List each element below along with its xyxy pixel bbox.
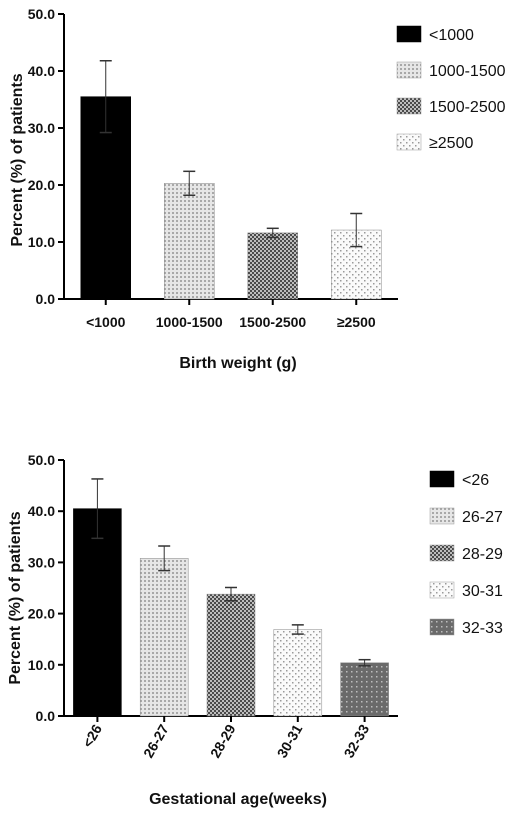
y-axis-label: Percent (%) of patients: [9, 73, 26, 246]
gestational-age-chart: 0.0 10.0 20.0 30.0 40.0 50.0 <26 26-27 28-29 30-3…: [7, 452, 503, 808]
y-tick-label: 30.0: [28, 554, 55, 570]
x-tick-label: 1000-1500: [156, 314, 223, 330]
legend-swatch: [429, 618, 455, 636]
y-tick-label: 20.0: [28, 177, 55, 193]
plot-area: 0.0 10.0 20.0 30.0 40.0 50.0 <26 26-27 28-29 30-3…: [28, 452, 398, 761]
legend-swatch: [429, 507, 455, 525]
legend-swatch: [429, 544, 455, 562]
y-tick-label: 10.0: [28, 234, 55, 250]
bar: [247, 232, 298, 300]
bar: [139, 558, 189, 717]
y-tick-label: 0.0: [36, 291, 56, 307]
x-tick-label: 32-33: [340, 721, 372, 760]
legend-swatch: [396, 25, 422, 43]
x-axis-label: Gestational age(weeks): [149, 791, 327, 808]
legend-label: 26-27: [462, 509, 503, 526]
legend-swatch: [429, 581, 455, 599]
y-axis-label: Percent (%) of patients: [7, 511, 24, 684]
x-tick-label: <1000: [86, 314, 126, 330]
x-axis-label: Birth weight (g): [179, 355, 296, 372]
legend-label: ≥2500: [429, 135, 473, 152]
y-tick-label: 40.0: [28, 63, 55, 79]
y-tick-label: 30.0: [28, 120, 55, 136]
bar: [164, 183, 215, 300]
x-tick-label: 28-29: [207, 721, 239, 760]
y-tick-label: 20.0: [28, 606, 55, 622]
bar: [340, 662, 389, 717]
x-tick-label: 1500-2500: [239, 314, 306, 330]
legend-swatch: [396, 97, 422, 115]
y-tick-label: 0.0: [36, 708, 56, 724]
legend-label: 32-33: [462, 620, 503, 637]
legend-label: 1500-2500: [429, 99, 506, 116]
legend-swatch: [396, 133, 422, 151]
legend-label: <1000: [429, 27, 474, 44]
bar: [273, 629, 323, 717]
x-tick-label: ≥2500: [337, 314, 376, 330]
y-tick-label: 50.0: [28, 452, 55, 468]
birth-weight-chart: 0.0 10.0 20.0 30.0 40.0 50.0 <1000 1000-1500 150…: [9, 6, 506, 372]
legend-label: 30-31: [462, 583, 503, 600]
legend-label: 1000-1500: [429, 63, 506, 80]
y-tick-label: 50.0: [28, 6, 55, 22]
bar: [206, 593, 256, 717]
legend: <1000 1000-1500 1500-2500 ≥2500: [396, 25, 506, 152]
plot-area: 0.0 10.0 20.0 30.0 40.0 50.0 <1000 1000-1500 150…: [28, 6, 398, 330]
y-tick-label: 10.0: [28, 657, 55, 673]
legend-label: 28-29: [462, 546, 503, 563]
legend-swatch: [396, 61, 422, 79]
y-tick-label: 40.0: [28, 503, 55, 519]
legend-label: <26: [462, 472, 489, 489]
x-tick-label: 30-31: [274, 721, 306, 760]
bar: [73, 508, 122, 717]
legend: <26 26-27 28-29 30-31 32-33: [429, 470, 503, 637]
legend-swatch: [429, 470, 455, 488]
x-tick-label: 26-27: [140, 721, 172, 760]
x-tick-label: <26: [79, 721, 105, 750]
